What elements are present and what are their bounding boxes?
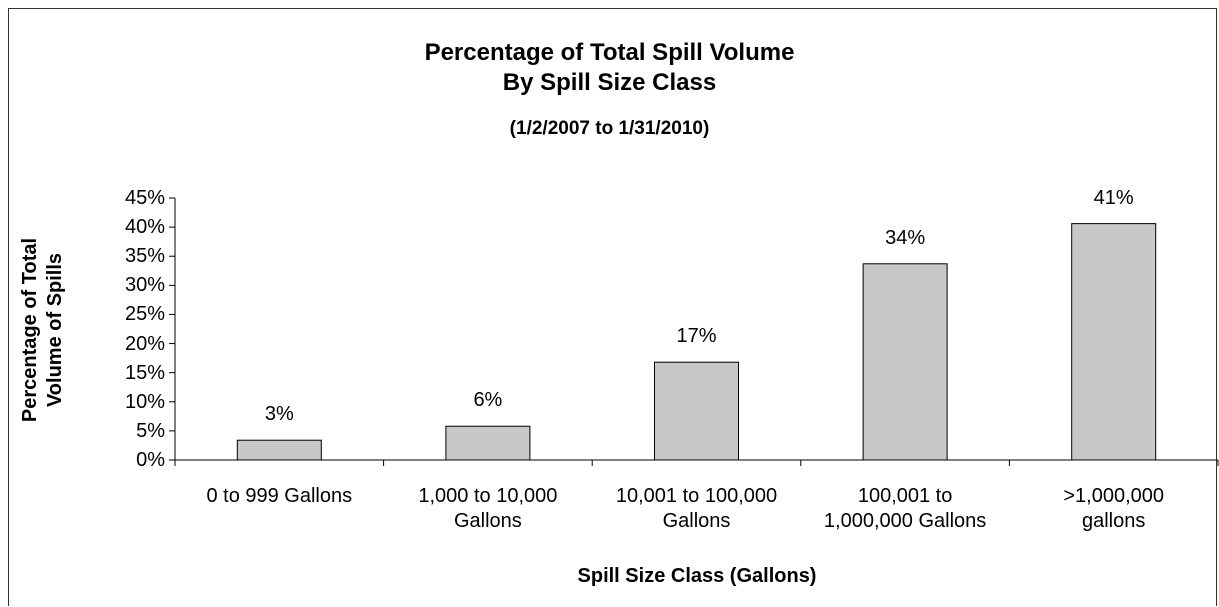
bar bbox=[236, 439, 322, 461]
data-label: 3% bbox=[264, 403, 294, 426]
x-axis-title: Spill Size Class (Gallons) bbox=[577, 565, 817, 587]
bar bbox=[1071, 223, 1157, 461]
chart-title: Percentage of Total Spill Volume By Spil… bbox=[424, 39, 795, 96]
y-tick-label: 25% bbox=[124, 303, 165, 326]
y-tick-label: 35% bbox=[124, 245, 165, 268]
y-tick-label: 20% bbox=[124, 332, 165, 355]
x-tick-label: 100,001 to 1,000,000 Gallons bbox=[823, 485, 987, 532]
x-tick-label: >1,000,000 gallons bbox=[1063, 485, 1165, 532]
bar bbox=[862, 263, 948, 461]
y-tick-label: 45% bbox=[124, 187, 165, 209]
y-tick-label: 0% bbox=[136, 449, 165, 471]
chart-frame bbox=[8, 8, 1217, 606]
y-tick-label: 30% bbox=[124, 274, 165, 297]
y-tick-label: 5% bbox=[136, 419, 165, 442]
x-tick-label: 1,000 to 10,000 Gallons bbox=[418, 485, 558, 532]
chart-subtitle: (1/2/2007 to 1/31/2010) bbox=[509, 118, 710, 139]
y-tick-label: 10% bbox=[124, 390, 165, 413]
x-tick-label: 10,001 to 100,000 Gallons bbox=[615, 485, 778, 532]
bar bbox=[445, 425, 531, 461]
y-tick-label: 15% bbox=[124, 361, 165, 384]
data-label: 41% bbox=[1093, 186, 1134, 209]
data-label: 17% bbox=[676, 325, 717, 348]
bar bbox=[654, 361, 739, 461]
y-axis-title: Percentage of Total Volume of Spills bbox=[19, 237, 66, 423]
data-label: 34% bbox=[885, 226, 926, 249]
data-label: 6% bbox=[473, 389, 503, 412]
x-tick-label: 0 to 999 Gallons bbox=[206, 485, 353, 507]
y-tick-label: 40% bbox=[124, 216, 165, 239]
